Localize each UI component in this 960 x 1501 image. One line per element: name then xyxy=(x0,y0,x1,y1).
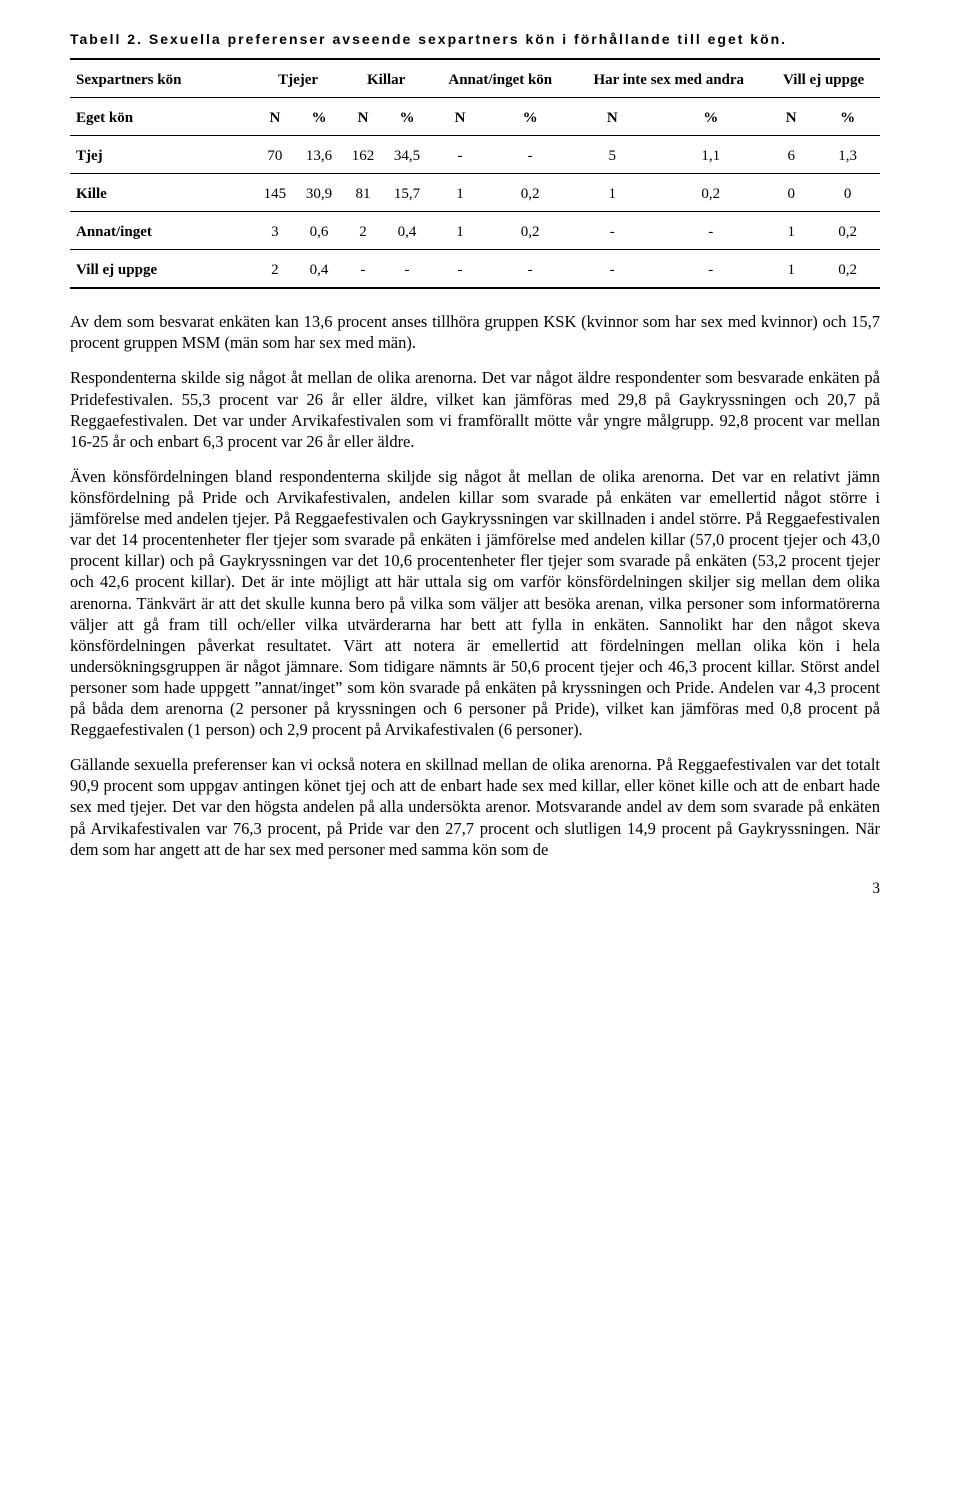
cell-value: 2 xyxy=(342,220,384,245)
cell-value: 145 xyxy=(254,182,296,207)
subheader-p: % xyxy=(384,106,430,131)
table-row: Kille 145 30,9 81 15,7 1 0,2 1 0,2 0 0 xyxy=(70,182,880,207)
cell-value: - xyxy=(654,258,767,283)
page-number: 3 xyxy=(70,880,880,898)
subheader-n: N xyxy=(342,106,384,131)
cell-value: 1 xyxy=(430,220,490,245)
divider xyxy=(70,173,880,174)
cell-value: - xyxy=(384,258,430,283)
cell-value: 0 xyxy=(815,182,880,207)
subheader-n: N xyxy=(430,106,490,131)
subheader-p: % xyxy=(296,106,342,131)
cell-value: 5 xyxy=(570,144,654,169)
body-paragraph-2: Respondenterna skilde sig något åt mella… xyxy=(70,367,880,451)
body-paragraph-3: Även könsfördelningen bland respondenter… xyxy=(70,466,880,740)
subheader-n: N xyxy=(767,106,815,131)
cell-value: - xyxy=(490,144,570,169)
cell-value: - xyxy=(342,258,384,283)
cell-value: 34,5 xyxy=(384,144,430,169)
cell-value: 0,6 xyxy=(296,220,342,245)
cell-value: 0 xyxy=(767,182,815,207)
divider xyxy=(70,135,880,136)
col-header-villej: Vill ej uppge xyxy=(767,68,880,93)
cell-value: 2 xyxy=(254,258,296,283)
cell-value: 1 xyxy=(767,258,815,283)
data-table: Sexpartners kön Tjejer Killar Annat/inge… xyxy=(70,68,880,297)
cell-value: 0,2 xyxy=(815,220,880,245)
cell-value: 0,2 xyxy=(490,182,570,207)
row-label: Tjej xyxy=(70,144,254,169)
cell-value: 70 xyxy=(254,144,296,169)
body-paragraph-4: Gällande sexuella preferenser kan vi ock… xyxy=(70,754,880,860)
table-row: Tjej 70 13,6 162 34,5 - - 5 1,1 6 1,3 xyxy=(70,144,880,169)
col-header-sexpartners: Sexpartners kön xyxy=(70,68,254,93)
cell-value: 162 xyxy=(342,144,384,169)
cell-value: - xyxy=(430,144,490,169)
subheader-p: % xyxy=(490,106,570,131)
cell-value: 13,6 xyxy=(296,144,342,169)
cell-value: 3 xyxy=(254,220,296,245)
body-paragraph-1: Av dem som besvarat enkäten kan 13,6 pro… xyxy=(70,311,880,353)
cell-value: 6 xyxy=(767,144,815,169)
subheader-label: Eget kön xyxy=(70,106,254,131)
col-header-tjejer: Tjejer xyxy=(254,68,342,93)
cell-value: 0,2 xyxy=(654,182,767,207)
cell-value: 0,2 xyxy=(490,220,570,245)
table-row: Annat/inget 3 0,6 2 0,4 1 0,2 - - 1 0,2 xyxy=(70,220,880,245)
cell-value: 1 xyxy=(767,220,815,245)
cell-value: 0,4 xyxy=(384,220,430,245)
cell-value: 30,9 xyxy=(296,182,342,207)
cell-value: 1,1 xyxy=(654,144,767,169)
cell-value: - xyxy=(654,220,767,245)
divider xyxy=(70,211,880,212)
cell-value: 1 xyxy=(570,182,654,207)
subheader-n: N xyxy=(254,106,296,131)
divider xyxy=(70,58,880,60)
row-label: Vill ej uppge xyxy=(70,258,254,283)
cell-value: - xyxy=(570,258,654,283)
cell-value: 1,3 xyxy=(815,144,880,169)
cell-value: 0,2 xyxy=(815,258,880,283)
cell-value: 0,4 xyxy=(296,258,342,283)
col-header-killar: Killar xyxy=(342,68,430,93)
table-header-row: Sexpartners kön Tjejer Killar Annat/inge… xyxy=(70,68,880,93)
divider xyxy=(70,249,880,250)
divider xyxy=(70,97,880,98)
subheader-n: N xyxy=(570,106,654,131)
table-row: Vill ej uppge 2 0,4 - - - - - - 1 0,2 xyxy=(70,258,880,283)
cell-value: - xyxy=(570,220,654,245)
table-subheader-row: Eget kön N % N % N % N % N % xyxy=(70,106,880,131)
document-page: Tabell 2. Sexuella preferenser avseende … xyxy=(0,0,960,928)
divider xyxy=(70,287,880,289)
col-header-harinte: Har inte sex med andra xyxy=(570,68,767,93)
subheader-p: % xyxy=(654,106,767,131)
row-label: Annat/inget xyxy=(70,220,254,245)
cell-value: 1 xyxy=(430,182,490,207)
row-label: Kille xyxy=(70,182,254,207)
cell-value: 15,7 xyxy=(384,182,430,207)
cell-value: - xyxy=(490,258,570,283)
subheader-p: % xyxy=(815,106,880,131)
table-title: Tabell 2. Sexuella preferenser avseende … xyxy=(70,30,880,48)
cell-value: - xyxy=(430,258,490,283)
col-header-annat: Annat/inget kön xyxy=(430,68,570,93)
cell-value: 81 xyxy=(342,182,384,207)
